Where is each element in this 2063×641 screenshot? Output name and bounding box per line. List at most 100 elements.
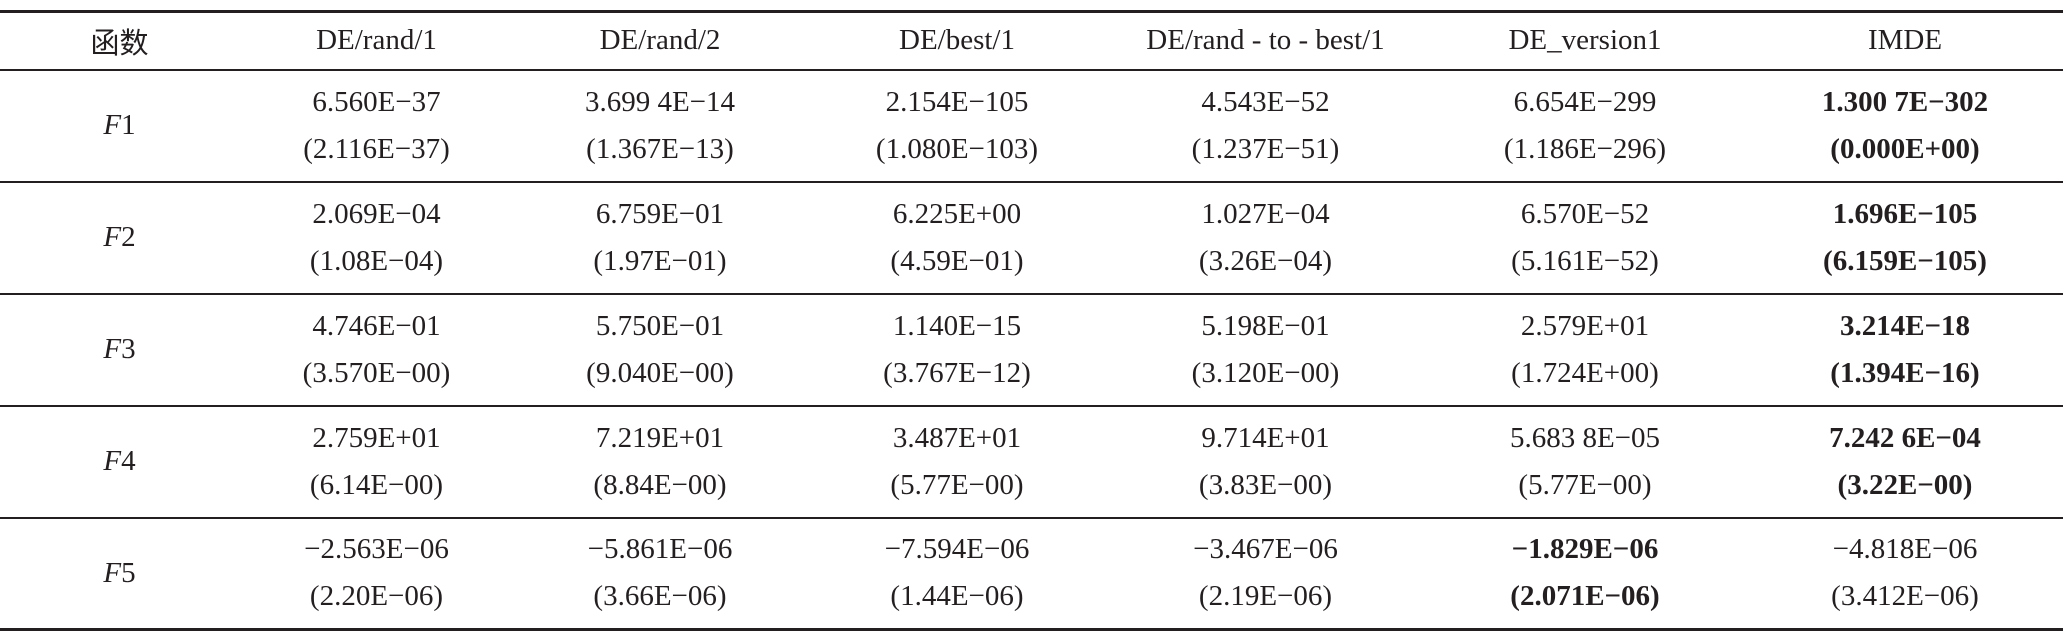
std-value: (3.66E−06) <box>593 580 727 613</box>
result-cell: 6.560E−37 (2.116E−37) <box>239 70 514 182</box>
std-value: (3.26E−04) <box>1198 244 1333 277</box>
std-value: (1.367E−13) <box>586 132 734 165</box>
std-value: (9.040E−00) <box>586 356 734 389</box>
function-cell: F2 <box>0 182 239 294</box>
std-value: (2.116E−37) <box>303 132 450 165</box>
std-value: (1.44E−06) <box>890 580 1024 613</box>
table-header: 函数 DE/rand/1 DE/rand/2 DE/best/1 DE/rand - t… <box>0 11 2063 70</box>
mean-value: 4.543E−52 <box>1201 85 1330 118</box>
std-value: (3.767E−12) <box>883 356 1031 389</box>
mean-value: 2.759E+01 <box>312 421 441 454</box>
mean-value: 6.560E−37 <box>312 85 441 118</box>
mean-value: 2.154E−105 <box>885 85 1029 118</box>
function-cell: F3 <box>0 294 239 406</box>
result-cell: 3.699 4E−14 (1.367E−13) <box>514 70 806 182</box>
column-header: DE/rand/2 <box>599 24 721 57</box>
mean-value: 5.683 8E−05 <box>1509 421 1661 454</box>
std-value: (8.84E−00) <box>593 468 727 501</box>
result-cell: 2.759E+01 (6.14E−00) <box>239 406 514 518</box>
std-value: (2.19E−06) <box>1198 580 1333 613</box>
std-value: (1.724E+00) <box>1511 356 1659 389</box>
result-cell: 1.140E−15 (3.767E−12) <box>806 294 1108 406</box>
result-cell: 5.750E−01 (9.040E−00) <box>514 294 806 406</box>
column-header: DE_version1 <box>1508 24 1662 57</box>
column-header: DE/best/1 <box>899 24 1015 57</box>
mean-value: 1.300 7E−302 <box>1821 85 1989 118</box>
mean-value: −3.467E−06 <box>1193 533 1338 566</box>
data-row: F2 2.069E−04 (1.08E−04) 6.759E−01 (1.97E−01)… <box>0 182 2063 294</box>
result-cell: 1.027E−04 (3.26E−04) <box>1108 182 1423 294</box>
std-value: (5.77E−00) <box>1518 468 1652 501</box>
std-value: (6.159E−105) <box>1823 244 1987 277</box>
result-cell: 4.543E−52 (1.237E−51) <box>1108 70 1423 182</box>
std-value: (6.14E−00) <box>309 468 444 501</box>
column-header: IMDE <box>1867 24 1943 57</box>
std-value: (4.59E−01) <box>890 244 1024 277</box>
mean-value: −5.861E−06 <box>587 533 733 566</box>
column-header: 函数 <box>90 27 149 60</box>
std-value: (1.08E−04) <box>309 244 444 277</box>
mean-value: −4.818E−06 <box>1832 533 1978 566</box>
column-header: DE/rand/1 <box>316 24 437 57</box>
result-cell: 1.300 7E−302 (0.000E+00) <box>1747 70 2063 182</box>
result-cell: 3.487E+01 (5.77E−00) <box>806 406 1108 518</box>
mean-value: 5.750E−01 <box>595 309 725 342</box>
mean-value: 3.699 4E−14 <box>584 85 736 118</box>
mean-value: 3.487E+01 <box>892 421 1022 454</box>
data-row: F3 4.746E−01 (3.570E−00) 5.750E−01 (9.040E−0… <box>0 294 2063 406</box>
std-value: (1.97E−01) <box>593 244 727 277</box>
std-value: (1.080E−103) <box>875 132 1039 165</box>
function-name: F2 <box>103 221 136 253</box>
mean-value: 1.140E−15 <box>892 309 1022 342</box>
result-cell: 5.683 8E−05 (5.77E−00) <box>1423 406 1747 518</box>
mean-value: 5.198E−01 <box>1201 309 1330 342</box>
result-cell: 2.154E−105 (1.080E−103) <box>806 70 1108 182</box>
std-value: (3.570E−00) <box>302 356 451 389</box>
std-value: (1.237E−51) <box>1191 132 1340 165</box>
mean-value: 6.654E−299 <box>1513 85 1657 118</box>
data-row: F4 2.759E+01 (6.14E−00) 7.219E+01 (8.84E−00)… <box>0 406 2063 518</box>
std-value: (3.83E−00) <box>1198 468 1333 501</box>
mean-value: −2.563E−06 <box>304 533 449 566</box>
std-value: (3.120E−00) <box>1191 356 1340 389</box>
result-cell: −3.467E−06 (2.19E−06) <box>1108 518 1423 630</box>
result-cell: −2.563E−06 (2.20E−06) <box>239 518 514 630</box>
result-cell: 5.198E−01 (3.120E−00) <box>1108 294 1423 406</box>
function-name: F3 <box>103 333 136 365</box>
function-name: F4 <box>103 445 136 477</box>
function-name: F5 <box>103 556 136 589</box>
mean-value: 6.759E−01 <box>595 197 725 230</box>
result-cell: 2.069E−04 (1.08E−04) <box>239 182 514 294</box>
mean-value: 1.696E−105 <box>1832 197 1978 230</box>
result-cell: 6.759E−01 (1.97E−01) <box>514 182 806 294</box>
mean-value: 3.214E−18 <box>1839 309 1971 342</box>
mean-value: 6.570E−52 <box>1520 197 1650 230</box>
mean-value: 4.746E−01 <box>312 309 441 342</box>
std-value: (5.77E−00) <box>890 468 1024 501</box>
result-cell: 9.714E+01 (3.83E−00) <box>1108 406 1423 518</box>
results-table: 函数 DE/rand/1 DE/rand/2 DE/best/1 DE/rand - t… <box>0 10 2063 631</box>
result-cell: 2.579E+01 (1.724E+00) <box>1423 294 1747 406</box>
function-cell: F5 <box>0 518 239 630</box>
header-row: 函数 DE/rand/1 DE/rand/2 DE/best/1 DE/rand - t… <box>0 11 2063 70</box>
std-value: (2.071E−06) <box>1510 580 1660 613</box>
result-cell: −7.594E−06 (1.44E−06) <box>806 518 1108 630</box>
mean-value: 9.714E+01 <box>1201 421 1330 454</box>
function-name: F1 <box>103 109 136 141</box>
result-cell: 3.214E−18 (1.394E−16) <box>1747 294 2063 406</box>
data-row: F5 −2.563E−06 (2.20E−06) −5.861E−06 (3.66E−0… <box>0 518 2063 630</box>
table-body: F1 6.560E−37 (2.116E−37) 3.699 4E−14 (1.367E… <box>0 70 2063 630</box>
column-header: DE/rand - to - best/1 <box>1146 24 1385 57</box>
function-cell: F1 <box>0 70 239 182</box>
mean-value: 7.242 6E−04 <box>1829 421 1981 454</box>
std-value: (0.000E+00) <box>1830 132 1980 165</box>
std-value: (3.22E−00) <box>1837 468 1973 501</box>
result-cell: −1.829E−06 (2.071E−06) <box>1423 518 1747 630</box>
mean-value: 1.027E−04 <box>1201 197 1330 230</box>
result-cell: 6.654E−299 (1.186E−296) <box>1423 70 1747 182</box>
std-value: (1.394E−16) <box>1830 356 1980 389</box>
function-cell: F4 <box>0 406 239 518</box>
result-cell: 1.696E−105 (6.159E−105) <box>1747 182 2063 294</box>
result-cell: 6.570E−52 (5.161E−52) <box>1423 182 1747 294</box>
